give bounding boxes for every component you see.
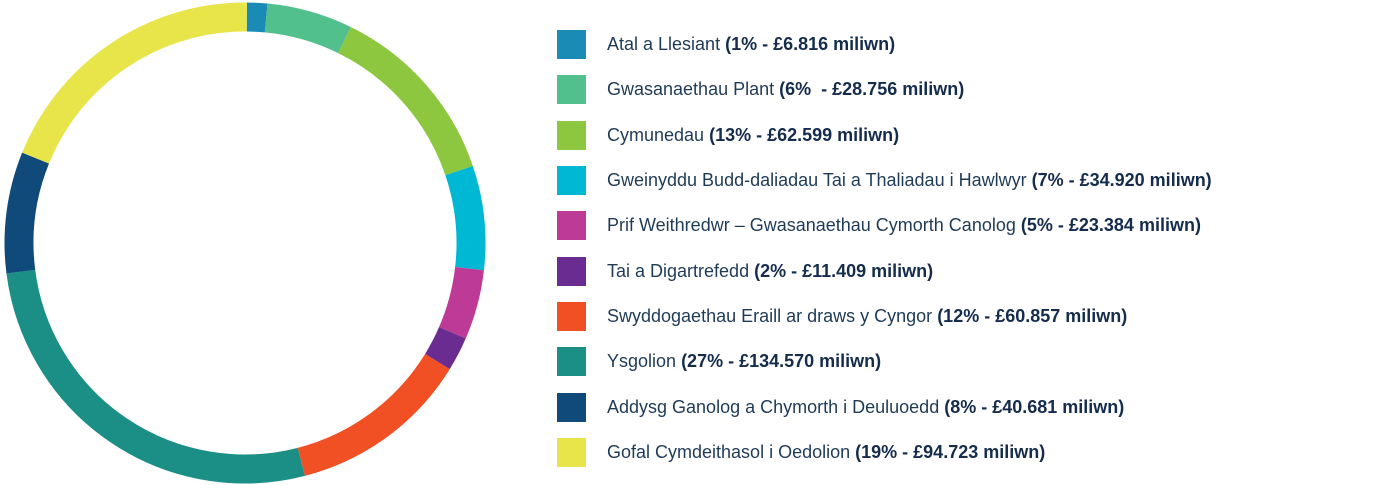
legend-label: Gofal Cymdeithasol i Oedolion xyxy=(607,441,851,462)
legend-item: Ysgolion (27% - £134.570 miliwn) xyxy=(557,339,1212,384)
donut-slice xyxy=(246,2,268,33)
chart xyxy=(4,2,486,484)
donut-slice xyxy=(445,165,486,271)
legend: Atal a Llesiant (1% - £6.816 miliwn) Gwas… xyxy=(557,22,1212,475)
legend-text: Prif Weithredwr – Gwasanaethau Cymorth C… xyxy=(607,215,1201,236)
legend-text: Cymunedau (13% - £62.599 miliwn) xyxy=(607,125,899,146)
legend-item: Gweinyddu Budd-daliadau Tai a Thaliadau … xyxy=(557,158,1212,203)
legend-swatch xyxy=(557,256,586,286)
legend-swatch xyxy=(557,437,586,467)
legend-item: Cymunedau (13% - £62.599 miliwn) xyxy=(557,113,1212,158)
legend-text: Tai a Digartrefedd (2% - £11.409 miliwn) xyxy=(607,261,933,282)
legend-label: Gweinyddu Budd-daliadau Tai a Thaliadau … xyxy=(607,170,1027,191)
legend-label: Tai a Digartrefedd xyxy=(607,260,750,281)
legend-label: Atal a Llesiant xyxy=(607,34,721,55)
legend-swatch xyxy=(557,166,586,196)
legend-item: Swyddogaethau Eraill ar draws y Cyngor (… xyxy=(557,294,1212,339)
legend-text: Atal a Llesiant (1% - £6.816 miliwn) xyxy=(607,34,895,55)
legend-item: Gofal Cymdeithasol i Oedolion (19% - £94… xyxy=(557,430,1212,475)
legend-label: Cymunedau xyxy=(607,124,705,145)
legend-label: Swyddogaethau Eraill ar draws y Cyngor xyxy=(607,305,933,326)
value-label: (13% - £62.599 miliwn) xyxy=(709,124,900,145)
legend-swatch xyxy=(557,75,586,105)
value-label: (27% - £134.570 miliwn) xyxy=(681,351,882,372)
legend-label: Ysgolion xyxy=(607,351,677,372)
legend-swatch xyxy=(557,120,586,150)
legend-item: Prif Weithredwr – Gwasanaethau Cymorth C… xyxy=(557,203,1212,248)
value-label: (2% - £11.409 miliwn) xyxy=(754,260,934,281)
legend-label: Prif Weithredwr – Gwasanaethau Cymorth C… xyxy=(607,215,1016,236)
donut-slice xyxy=(424,326,466,370)
legend-label: Addysg Ganolog a Chymorth i Deuluoedd xyxy=(607,396,940,417)
donut-slice xyxy=(4,152,50,274)
donut-slice xyxy=(438,266,484,339)
legend-text: Swyddogaethau Eraill ar draws y Cyngor (… xyxy=(607,306,1127,327)
value-label: (1% - £6.816 miliwn) xyxy=(725,34,896,55)
donut-slice xyxy=(6,269,305,484)
legend-item: Atal a Llesiant (1% - £6.816 miliwn) xyxy=(557,22,1212,67)
legend-label: Gwasanaethau Plant xyxy=(607,79,775,100)
legend-item: Gwasanaethau Plant (6% - £28.756 miliwn) xyxy=(557,67,1212,112)
value-label: (7% - £34.920 miliwn) xyxy=(1031,170,1212,191)
donut-slice xyxy=(22,2,247,164)
legend-text: Addysg Ganolog a Chymorth i Deuluoedd (8… xyxy=(607,397,1124,418)
legend-swatch xyxy=(557,211,586,241)
value-label: (19% - £94.723 miliwn) xyxy=(855,441,1046,462)
legend-swatch xyxy=(557,30,586,60)
value-label: (12% - £60.857 miliwn) xyxy=(937,305,1128,326)
value-label: (5% - £23.384 miliwn) xyxy=(1020,215,1201,236)
legend-item: Tai a Digartrefedd (2% - £11.409 miliwn) xyxy=(557,248,1212,293)
legend-item: Addysg Ganolog a Chymorth i Deuluoedd (8… xyxy=(557,384,1212,429)
donut-slice xyxy=(337,27,473,176)
legend-swatch xyxy=(557,392,586,422)
donut-slice xyxy=(297,353,450,476)
legend-swatch xyxy=(557,347,586,377)
donut-slice xyxy=(264,3,351,54)
value-label: (6% - £28.756 miliwn) xyxy=(779,79,965,100)
legend-text: Gofal Cymdeithasol i Oedolion (19% - £94… xyxy=(607,442,1045,463)
legend-swatch xyxy=(557,301,586,331)
legend-text: Ysgolion (27% - £134.570 miliwn) xyxy=(607,351,881,372)
legend-text: Gwasanaethau Plant (6% - £28.756 miliwn) xyxy=(607,79,964,100)
value-label: (8% - £40.681 miliwn) xyxy=(944,396,1125,417)
legend-text: Gweinyddu Budd-daliadau Tai a Thaliadau … xyxy=(607,170,1212,191)
